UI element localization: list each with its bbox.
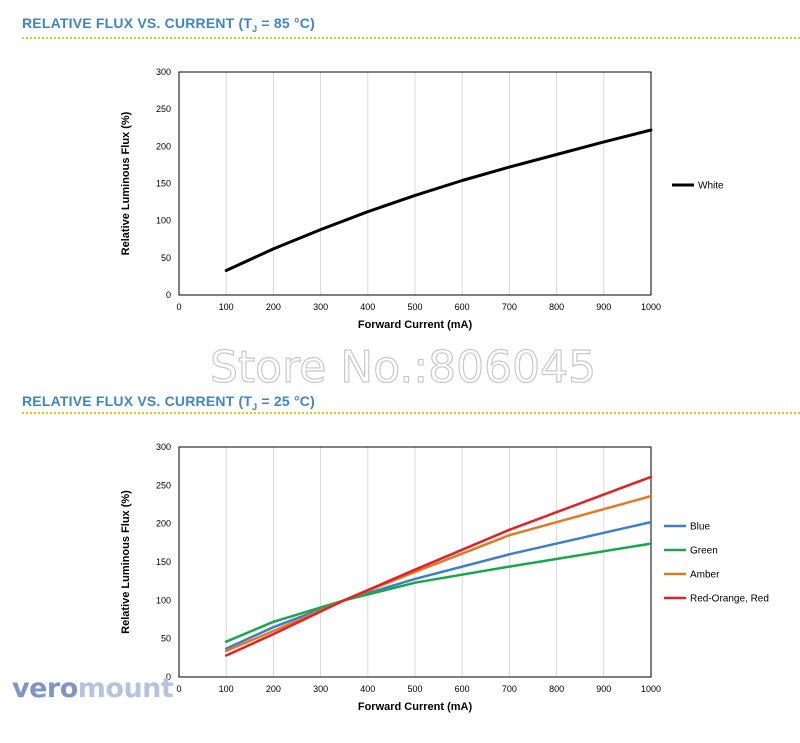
section-title-top-sub: J xyxy=(252,23,258,34)
x-tick-label: 900 xyxy=(596,302,611,312)
series-line-red-orange-red xyxy=(224,475,653,657)
y-tick-label: 50 xyxy=(161,634,171,644)
store-watermark: Store No.:806045 xyxy=(209,341,597,393)
x-tick-label: 200 xyxy=(266,684,281,694)
y-tick-label: 100 xyxy=(156,595,171,605)
legend-label: Blue xyxy=(690,522,710,533)
series-line-white xyxy=(224,128,653,272)
section-title-top: RELATIVE FLUX VS. CURRENT (TJ = 85 °C) xyxy=(22,15,315,34)
plot-frame xyxy=(178,446,652,678)
y-tick-label: 150 xyxy=(156,557,171,567)
x-tick-label: 200 xyxy=(266,302,281,312)
y-tick-label: 200 xyxy=(156,519,171,529)
y-tick-label: 100 xyxy=(156,216,171,226)
section-title-bottom: RELATIVE FLUX VS. CURRENT (TJ = 25 °C) xyxy=(22,393,315,412)
x-tick-label: 1000 xyxy=(641,684,661,694)
x-tick-label: 600 xyxy=(455,302,470,312)
section-title-top-main: RELATIVE FLUX VS. CURRENT (T xyxy=(22,15,253,31)
y-tick-label: 250 xyxy=(156,480,171,490)
chart-top: 0 100 200 300 400 500 600 700 800 900 1000 0 50 100 15… xyxy=(120,67,724,331)
section-title-bottom-sub: J xyxy=(252,401,258,412)
x-tick-label: 300 xyxy=(313,684,328,694)
x-tick-label: 800 xyxy=(549,684,564,694)
series-line-green xyxy=(224,542,653,643)
x-tick-label: 900 xyxy=(596,684,611,694)
y-axis-label: Relative Luminous Flux (%) xyxy=(120,490,132,634)
x-tick-label: 700 xyxy=(502,684,517,694)
x-axis-label: Forward Current (mA) xyxy=(358,701,473,713)
divider-bottom xyxy=(22,412,800,414)
x-tick-label: 700 xyxy=(502,302,517,312)
section-title-bottom-main: RELATIVE FLUX VS. CURRENT (T xyxy=(22,393,253,409)
legend-label: Amber xyxy=(690,570,720,581)
x-tick-label: 400 xyxy=(360,302,375,312)
x-tick-label: 100 xyxy=(219,684,234,694)
x-tick-label: 800 xyxy=(549,302,564,312)
plot-frame xyxy=(178,71,652,296)
x-tick-label: 300 xyxy=(313,302,328,312)
y-tick-label: 0 xyxy=(166,672,171,682)
y-axis-label: Relative Luminous Flux (%) xyxy=(120,111,132,255)
y-tick-label: 300 xyxy=(156,67,171,77)
y-tick-label: 0 xyxy=(166,290,171,300)
y-tick-label: 200 xyxy=(156,141,171,151)
x-tick-label: 500 xyxy=(407,302,422,312)
x-tick-label: 0 xyxy=(176,302,181,312)
section-title-bottom-tail: = 25 °C) xyxy=(257,393,315,409)
legend-label: White xyxy=(698,181,724,192)
section-title-top-tail: = 85 °C) xyxy=(257,15,315,31)
legend-label: Red-Orange, Red xyxy=(690,594,769,605)
x-tick-label: 100 xyxy=(219,302,234,312)
x-tick-label: 400 xyxy=(360,684,375,694)
divider-top xyxy=(22,37,800,39)
x-tick-label: 0 xyxy=(176,684,181,694)
x-tick-label: 1000 xyxy=(641,302,661,312)
x-axis-label: Forward Current (mA) xyxy=(358,319,473,331)
y-tick-label: 50 xyxy=(161,253,171,263)
veromount-logo: veromount xyxy=(12,673,174,704)
x-tick-label: 500 xyxy=(407,684,422,694)
y-tick-label: 250 xyxy=(156,104,171,114)
chart-bottom: 0 100 200 300 400 500 600 700 800 900 1000 0 50 100 15… xyxy=(120,442,769,713)
legend-label: Green xyxy=(690,546,718,557)
y-tick-label: 150 xyxy=(156,179,171,189)
y-tick-label: 300 xyxy=(156,442,171,452)
x-tick-label: 600 xyxy=(455,684,470,694)
series-line-blue xyxy=(224,520,653,650)
